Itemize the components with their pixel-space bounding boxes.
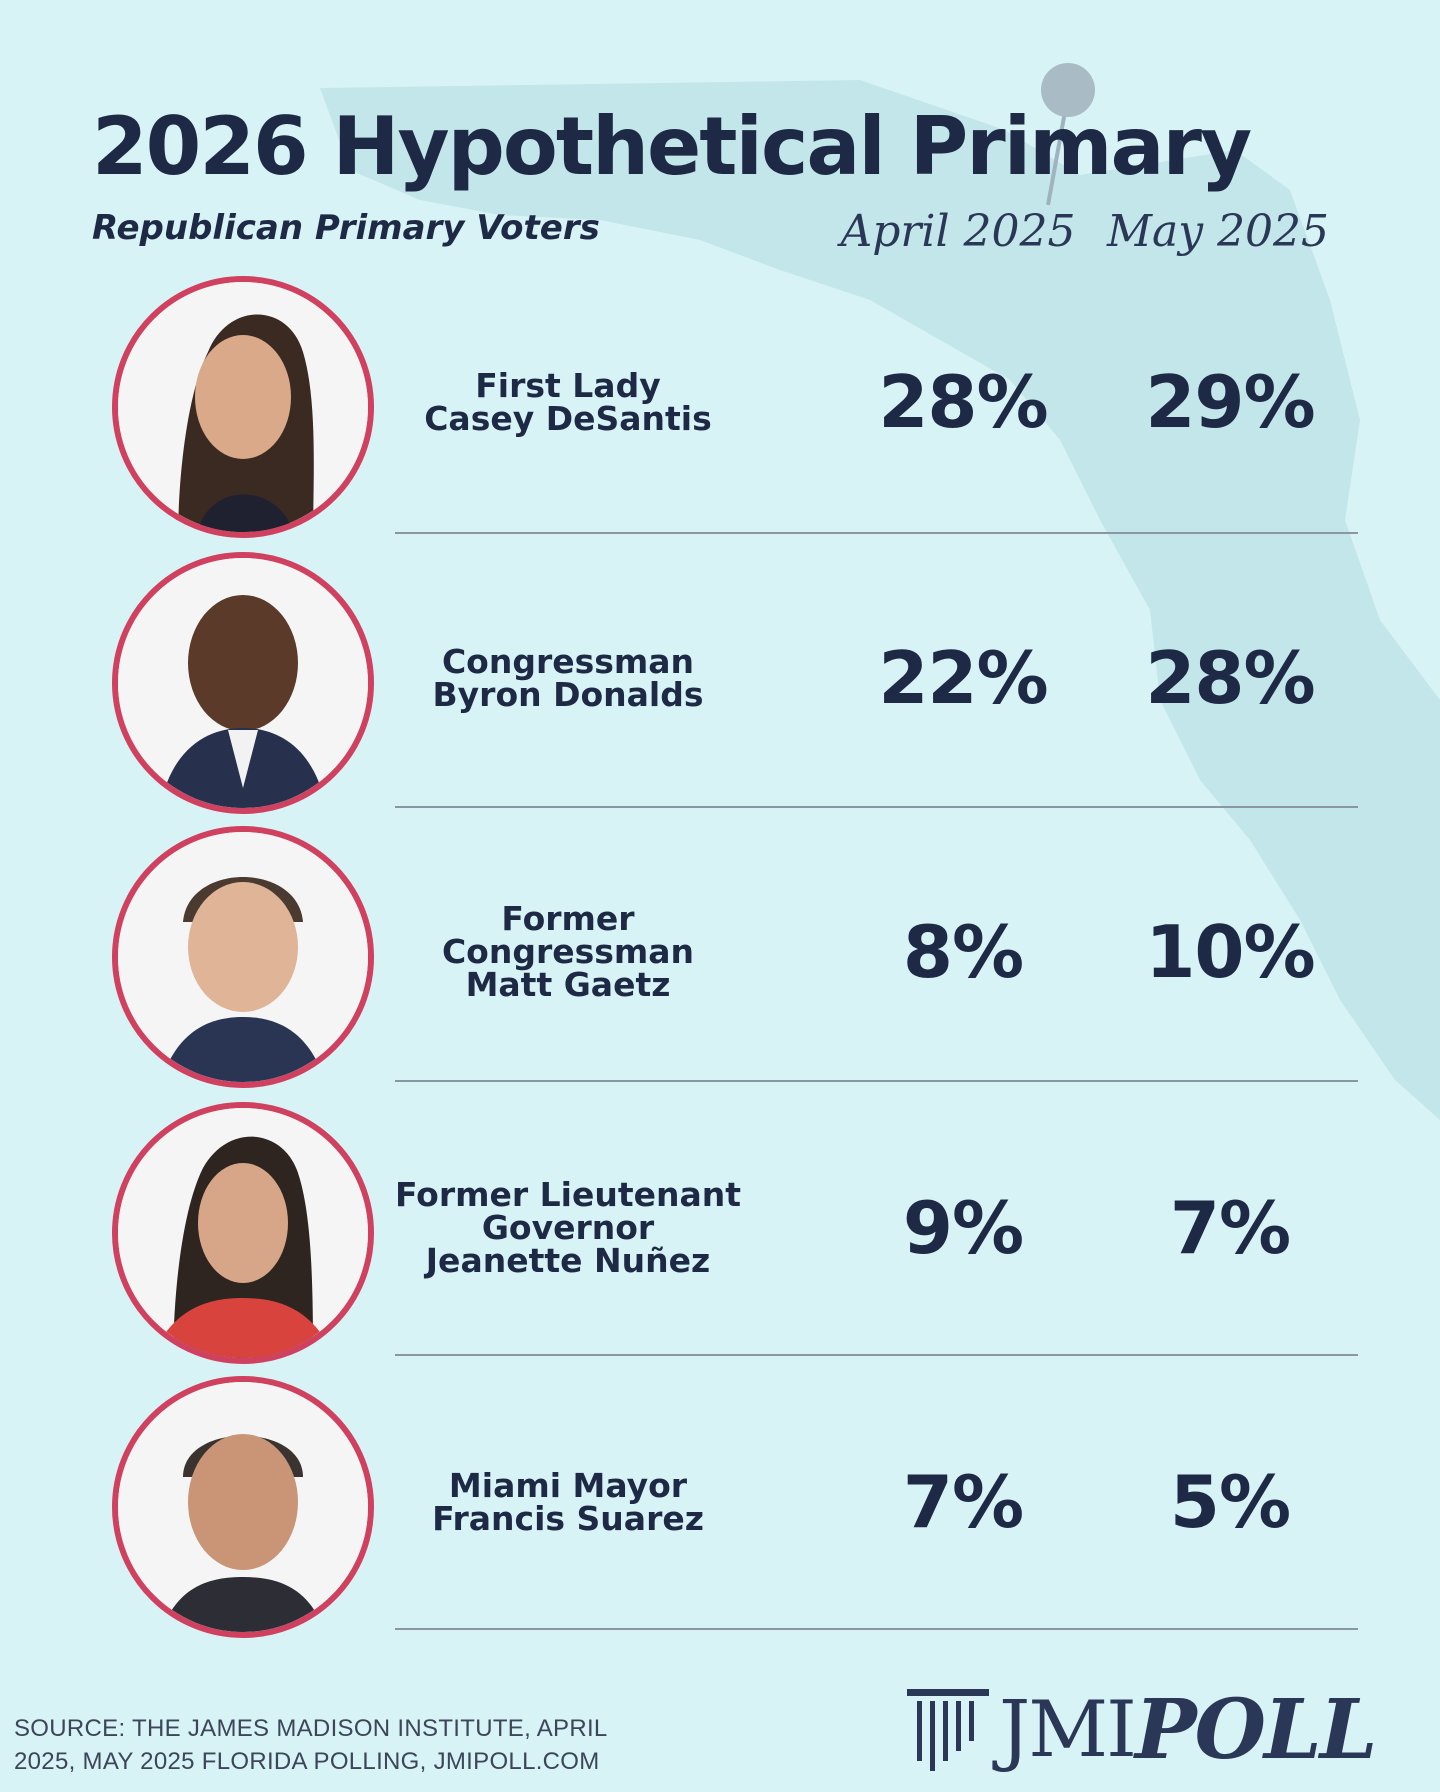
april-value: 9% xyxy=(902,1185,1024,1270)
may-value: 28% xyxy=(1145,635,1315,720)
april-value: 8% xyxy=(902,909,1024,994)
logo-poll-text: POLL xyxy=(1134,1682,1377,1778)
logo-jmi-text: JMI xyxy=(999,1685,1137,1775)
april-value: 7% xyxy=(902,1459,1024,1544)
candidate-name: First Lady Casey DeSantis xyxy=(424,365,712,438)
candidate-photo xyxy=(112,1102,374,1364)
may-value: 7% xyxy=(1169,1185,1291,1270)
candidate-row: Former Congressman Matt Gaetz 8% 10% xyxy=(0,814,1440,1089)
april-value: 22% xyxy=(878,635,1048,720)
row-divider xyxy=(395,806,1358,808)
map-pin-icon xyxy=(1041,63,1095,117)
candidate-photo xyxy=(112,276,374,538)
may-value: 10% xyxy=(1145,909,1315,994)
april-value: 28% xyxy=(878,359,1048,444)
row-divider xyxy=(395,1080,1358,1082)
may-value: 29% xyxy=(1145,359,1315,444)
chart-title: 2026 Hypothetical Primary xyxy=(92,100,1252,193)
chart-subtitle: Republican Primary Voters xyxy=(92,208,600,248)
may-value: 5% xyxy=(1169,1459,1291,1544)
candidate-row: Former Lieutenant Governor Jeanette Nuñe… xyxy=(0,1090,1440,1365)
row-divider xyxy=(395,532,1358,534)
candidate-photo xyxy=(112,1376,374,1638)
row-divider xyxy=(395,1628,1358,1630)
column-header-april: April 2025 xyxy=(840,206,1076,257)
source-note: SOURCE: THE JAMES MADISON INSTITUTE, APR… xyxy=(14,1715,607,1775)
candidate-row: Congressman Byron Donalds 22% 28% xyxy=(0,540,1440,815)
column-logo-icon xyxy=(907,1689,989,1771)
candidate-name: Miami Mayor Francis Suarez xyxy=(432,1465,704,1538)
candidate-row: First Lady Casey DeSantis 28% 29% xyxy=(0,264,1440,539)
candidate-name: Former Lieutenant Governor Jeanette Nuñe… xyxy=(394,1175,742,1280)
candidate-photo xyxy=(112,552,374,814)
candidate-photo xyxy=(112,826,374,1088)
candidate-name: Former Congressman Matt Gaetz xyxy=(441,899,695,1004)
candidate-row: Miami Mayor Francis Suarez 7% 5% xyxy=(0,1364,1440,1639)
row-divider xyxy=(395,1354,1358,1356)
jmi-poll-logo: JMI POLL xyxy=(905,1680,1405,1780)
candidate-name: Congressman Byron Donalds xyxy=(432,641,704,714)
column-header-may: May 2025 xyxy=(1106,206,1330,257)
